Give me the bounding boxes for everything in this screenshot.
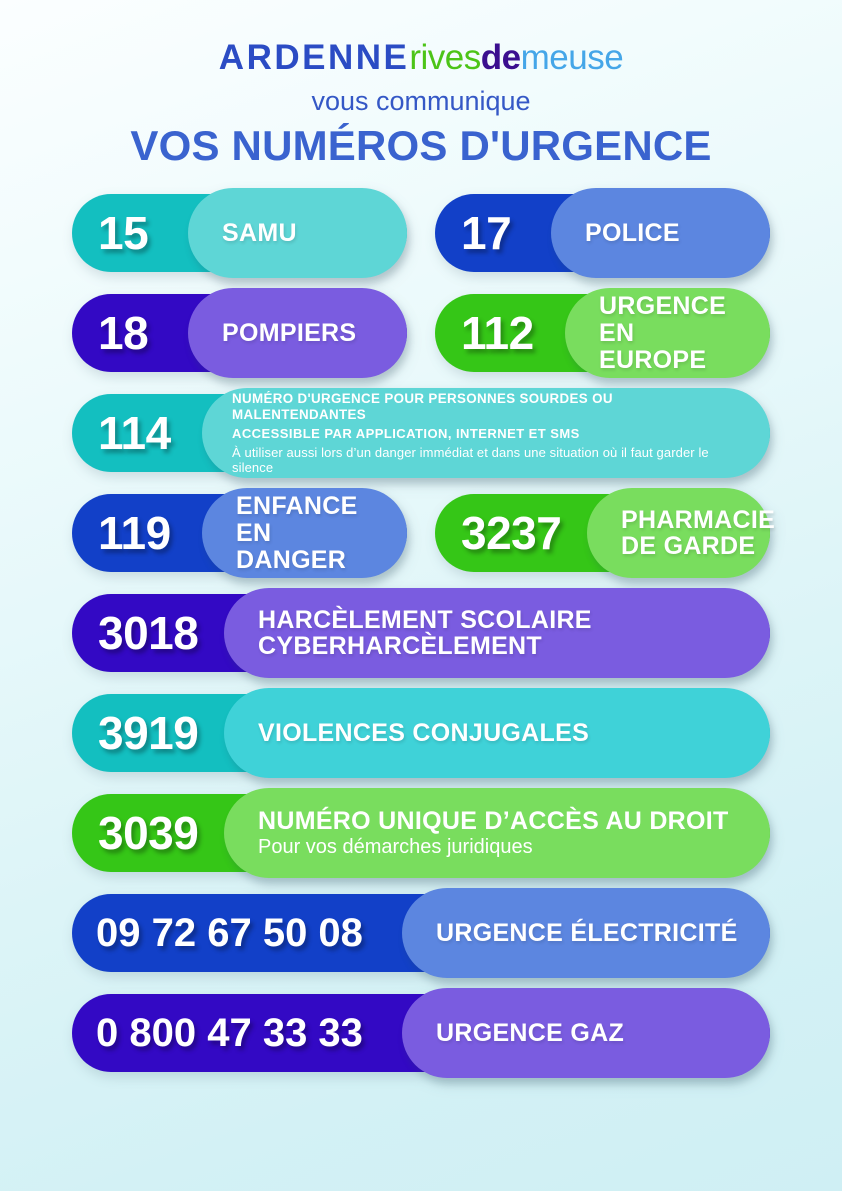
emergency-number-pill[interactable]: URGENCE ÉLECTRICITÉ 09 72 67 50 08 <box>72 888 770 979</box>
logo-part-rives: rives <box>409 38 481 77</box>
pill-number: 119 <box>98 507 171 560</box>
pill-label-sub: Pour vos démarches juridiques <box>258 836 533 859</box>
emergency-number-pill[interactable]: PHARMACIE DE GARDE 3237 <box>435 488 775 579</box>
number-row: ENFANCE EN DANGER 119 PHARMACIE DE GARDE 32… <box>72 488 775 579</box>
number-row: NUMÉRO UNIQUE D’ACCÈS AU DROIT Pour vos d… <box>72 788 770 879</box>
pill-number: 15 <box>98 207 149 260</box>
pill-label-text: ENFANCE EN DANGER <box>236 492 358 574</box>
pill-label: ENFANCE EN DANGER <box>202 488 407 579</box>
pill-label: HARCÈLEMENT SCOLAIRE CYBERHARCÈLEMENT <box>224 588 770 679</box>
emergency-number-pill[interactable]: ENFANCE EN DANGER 119 <box>72 488 407 579</box>
pill-number: 3039 <box>98 807 199 860</box>
logo-part-ardenne: ARDENNE <box>218 38 410 77</box>
page-header: ARDENNErivesdemeuse vous communique VOS … <box>0 0 842 168</box>
emergency-number-pill[interactable]: VIOLENCES CONJUGALES 3919 <box>72 688 770 779</box>
pill-label-text: POMPIERS <box>222 319 357 348</box>
pill-label-line-2: ACCESSIBLE PAR APPLICATION, INTERNET ET … <box>232 426 580 442</box>
emergency-number-pill[interactable]: HARCÈLEMENT SCOLAIRE CYBERHARCÈLEMENT 301… <box>72 588 770 679</box>
number-row: SAMU 15 POLICE 17 <box>72 188 770 279</box>
emergency-number-pill[interactable]: URGENCE EN EUROPE 112 <box>435 288 770 379</box>
number-row: NUMÉRO D'URGENCE POUR PERSONNES SOURDES … <box>72 388 770 479</box>
pill-label: NUMÉRO UNIQUE D’ACCÈS AU DROIT Pour vos d… <box>224 788 770 879</box>
pill-label-text: SAMU <box>222 219 297 248</box>
number-row: VIOLENCES CONJUGALES 3919 <box>72 688 770 779</box>
pill-number: 18 <box>98 307 149 360</box>
pill-number: 3237 <box>461 507 562 560</box>
pill-label-text: VIOLENCES CONJUGALES <box>258 719 590 748</box>
pill-label: NUMÉRO D'URGENCE POUR PERSONNES SOURDES … <box>202 388 770 479</box>
page-title: VOS NUMÉROS D'URGENCE <box>130 122 712 170</box>
pill-label: POLICE <box>551 188 770 279</box>
number-row: HARCÈLEMENT SCOLAIRE CYBERHARCÈLEMENT 301… <box>72 588 770 679</box>
logo-part-de: de <box>480 38 521 77</box>
pill-label-text: POLICE <box>585 219 680 248</box>
pill-label: PHARMACIE DE GARDE <box>587 488 775 579</box>
emergency-number-pill[interactable]: POMPIERS 18 <box>72 288 407 379</box>
pill-label: POMPIERS <box>188 288 407 379</box>
emergency-number-pill[interactable]: POLICE 17 <box>435 188 770 279</box>
pill-label: SAMU <box>188 188 407 279</box>
pill-label-text: URGENCE EN EUROPE <box>599 292 727 374</box>
emergency-number-pill[interactable]: SAMU 15 <box>72 188 407 279</box>
brand-logo: ARDENNErivesdemeuse <box>0 40 842 75</box>
pill-label: URGENCE GAZ <box>402 988 770 1079</box>
number-row: POMPIERS 18 URGENCE EN EUROPE 112 <box>72 288 770 379</box>
pill-number: 3919 <box>98 707 199 760</box>
pill-label: URGENCE EN EUROPE <box>565 288 770 379</box>
emergency-numbers-list: SAMU 15 POLICE 17 POMPIERS 18 URGENCE EN EUROP… <box>0 188 842 1079</box>
logo-part-meuse: meuse <box>520 38 624 77</box>
pill-label-main: NUMÉRO UNIQUE D’ACCÈS AU DROIT <box>258 806 729 835</box>
pill-label-text: URGENCE GAZ <box>436 1019 625 1048</box>
pill-label-line-3: À utiliser aussi lors d’un danger immédi… <box>232 444 709 476</box>
emergency-number-pill[interactable]: NUMÉRO UNIQUE D’ACCÈS AU DROIT Pour vos d… <box>72 788 770 879</box>
pill-number: 17 <box>461 207 512 260</box>
pill-label-text: URGENCE ÉLECTRICITÉ <box>436 919 738 948</box>
pill-number: 0 800 47 33 33 <box>96 1011 363 1056</box>
pill-label-text: HARCÈLEMENT SCOLAIRE CYBERHARCÈLEMENT <box>258 605 592 661</box>
header-subtitle: vous communique <box>311 86 531 116</box>
pill-label: URGENCE ÉLECTRICITÉ <box>402 888 770 979</box>
pill-label-text: PHARMACIE DE GARDE <box>621 505 776 561</box>
emergency-number-pill[interactable]: URGENCE GAZ 0 800 47 33 33 <box>72 988 770 1079</box>
pill-label-line-1: NUMÉRO D'URGENCE POUR PERSONNES SOURDES … <box>232 390 613 423</box>
emergency-number-pill[interactable]: NUMÉRO D'URGENCE POUR PERSONNES SOURDES … <box>72 388 770 479</box>
pill-number: 112 <box>461 307 534 360</box>
number-row: URGENCE GAZ 0 800 47 33 33 <box>72 988 770 1079</box>
pill-number: 09 72 67 50 08 <box>96 911 363 956</box>
pill-number: 3018 <box>98 607 199 660</box>
pill-number: 114 <box>98 407 171 460</box>
pill-label: VIOLENCES CONJUGALES <box>224 688 770 779</box>
number-row: URGENCE ÉLECTRICITÉ 09 72 67 50 08 <box>72 888 770 979</box>
